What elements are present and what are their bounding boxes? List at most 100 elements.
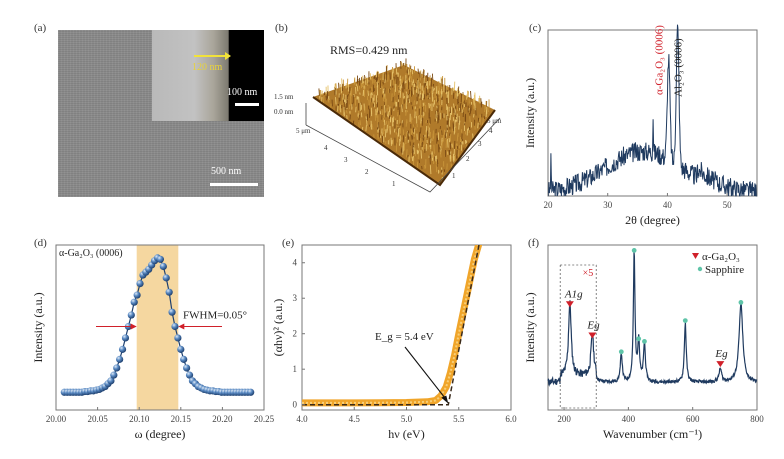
xrd-series-line — [547, 24, 757, 197]
x-tick-label: 20 — [544, 200, 554, 210]
ga2o3-mode-label: Eg — [714, 348, 728, 360]
thickness-arrow — [194, 52, 231, 60]
panel-label-f: (f) — [528, 237, 539, 249]
rocking-curve-point — [130, 298, 138, 306]
afm-y-tick: 4 — [489, 127, 493, 135]
afm-spike — [400, 83, 403, 89]
afm-spike — [452, 156, 455, 161]
afm-spike — [469, 112, 471, 116]
thickness-label: 120 nm — [192, 62, 223, 73]
panel-label-e: (e) — [282, 237, 295, 249]
afm-spike — [440, 151, 442, 158]
afm-spike — [356, 85, 359, 92]
rocking-curve-point — [180, 355, 188, 363]
fwhm-label: FWHM=0.05° — [183, 310, 247, 322]
afm-spike — [392, 139, 394, 145]
afm-spike — [447, 138, 449, 148]
legend-sapphire-label: Sapphire — [705, 264, 744, 276]
x-tick-label: 20.25 — [254, 414, 275, 424]
x-tick-label: 400 — [622, 414, 636, 424]
rocking-curve-point — [171, 322, 179, 331]
afm-spike — [408, 98, 411, 104]
x-tick-label: 200 — [557, 414, 571, 424]
afm-spike — [427, 130, 429, 135]
y-tick-label: 0 — [293, 400, 298, 410]
panel-label-a: (a) — [34, 22, 47, 34]
x-tick-label: 20.15 — [171, 414, 192, 424]
rocking-curve-point — [116, 355, 124, 363]
rocking-curve-point — [118, 345, 127, 353]
rocking-curve-point — [110, 371, 118, 379]
afm-spike — [335, 97, 337, 105]
afm-spike — [429, 131, 432, 138]
sem-scale-label: 500 nm — [211, 166, 242, 177]
panel-label-d: (d) — [34, 237, 47, 249]
afm-spike — [349, 114, 351, 120]
afm-spike — [427, 125, 430, 129]
afm-spike — [421, 106, 423, 116]
afm-spike — [383, 73, 386, 83]
rocking-curve-point — [162, 274, 170, 282]
plot-frame — [547, 29, 758, 197]
rocking-curve-point — [156, 255, 165, 263]
y-axis-title: Intensity (a.u.) — [523, 292, 537, 362]
afm-spike — [404, 103, 407, 109]
afm-spike — [449, 150, 451, 155]
x-tick-label: 20.05 — [87, 414, 108, 424]
afm-spike — [354, 86, 357, 94]
afm-spike — [382, 81, 384, 85]
tauc-plot-area — [302, 245, 483, 407]
afm-spike — [353, 78, 356, 86]
y-tick-label: 4 — [293, 258, 298, 268]
legend-sapphire-marker — [697, 266, 703, 272]
afm-xy-axes — [305, 117, 501, 193]
afm-spike — [447, 91, 450, 95]
afm-spike — [383, 105, 386, 114]
x-tick-label: 20.20 — [212, 414, 233, 424]
sapphire-peak-marker — [682, 318, 688, 323]
afm-spike — [373, 75, 375, 79]
afm-spike — [388, 106, 391, 113]
afm-spike — [425, 81, 428, 86]
afm-spike — [393, 128, 396, 133]
afm-spike — [346, 110, 348, 114]
x-tick-label: 6.0 — [505, 414, 517, 424]
afm-spike — [335, 83, 337, 91]
cross-section-inset: 120 nm 100 nm — [152, 30, 264, 121]
al2o3-peak-annotation: Al₂O₃ (0006) — [673, 38, 685, 97]
afm-spike — [466, 143, 468, 147]
rocking-curve-point — [113, 364, 121, 372]
x-axis-title: Wavenumber (cm⁻¹) — [603, 427, 702, 441]
series-label: α-Ga₂O₃ (0006) — [59, 248, 123, 259]
x-axis-title: hν (eV) — [388, 427, 424, 441]
afm-y-tick: 2 — [466, 155, 470, 163]
rocking-curve-point — [107, 377, 115, 385]
afm-x-tick: 2 — [365, 168, 369, 176]
afm-spike — [367, 90, 369, 96]
afm-spike — [443, 169, 446, 172]
rocking-curve-point — [247, 388, 255, 396]
afm-spike — [422, 71, 424, 78]
afm-spike — [377, 134, 379, 140]
afm-spike — [433, 144, 435, 154]
x-tick-label: 40 — [663, 200, 673, 210]
y-tick-label: 1 — [293, 364, 298, 374]
rocking-curve-point — [127, 311, 135, 319]
sapphire-peak-marker — [642, 339, 647, 344]
afm-spike — [409, 85, 411, 90]
afm-spike — [437, 85, 439, 94]
afm-spike — [431, 157, 434, 161]
bandgap-annotation: E_g = 5.4 eV — [375, 331, 434, 343]
afm-y-axis-end: 5 μm — [487, 117, 502, 125]
rocking-curve-point — [165, 288, 173, 296]
afm-y-tick: 1 — [452, 172, 456, 180]
afm-spike — [470, 90, 472, 100]
sem-scale-bar — [210, 183, 258, 186]
afm-spike — [448, 150, 451, 156]
panel-label-b: (b) — [275, 22, 288, 34]
plot-frame — [55, 244, 265, 411]
fwhm-arrowhead-left — [130, 323, 137, 330]
